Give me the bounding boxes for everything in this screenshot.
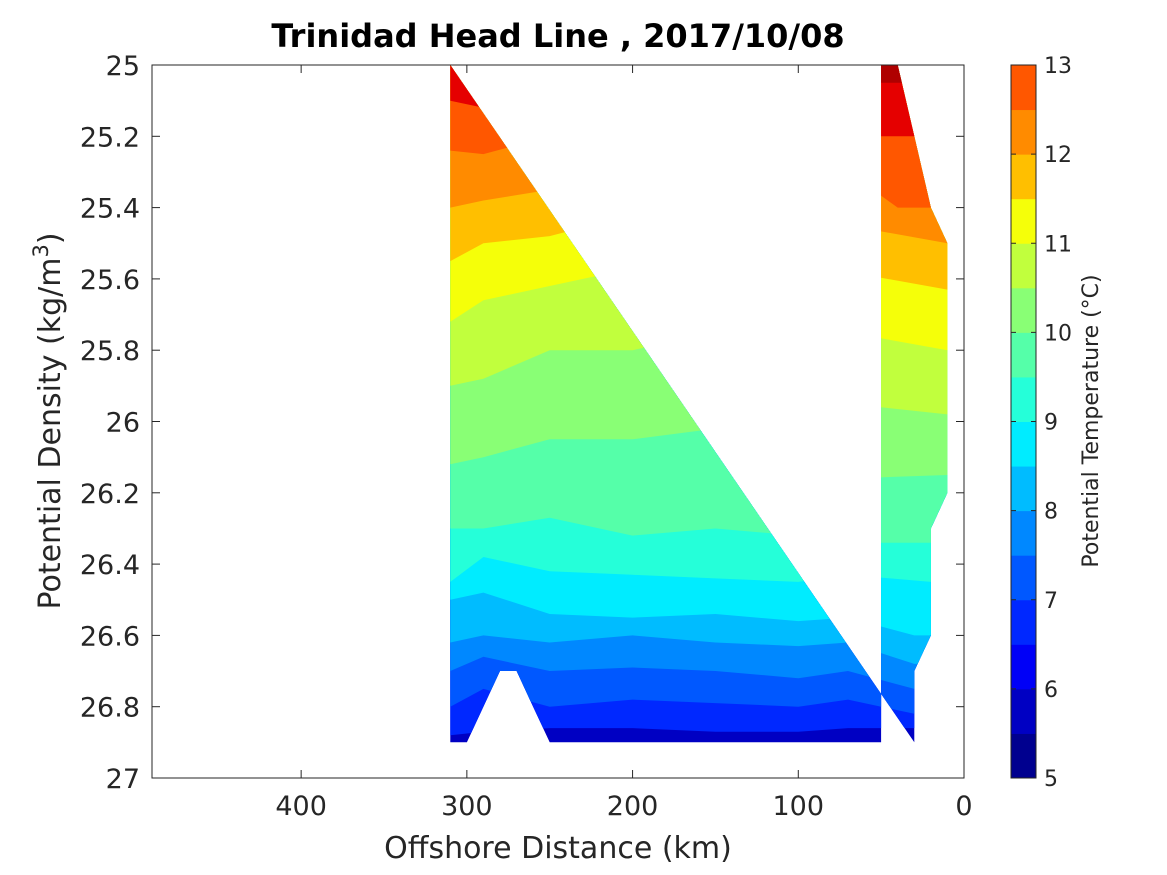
x-axis: 400 300 200 100 0	[275, 65, 973, 822]
y-axis-label-main: Potential Density (kg/m	[33, 258, 68, 610]
y-tick-label: 25.4	[80, 194, 140, 225]
colorbar-tick-label: 5	[1044, 767, 1058, 792]
chart-title: Trinidad Head Line , 2017/10/08	[271, 17, 844, 55]
y-axis-label-superscript: 3	[29, 244, 53, 257]
colorbar-swatch	[1011, 243, 1036, 289]
x-tick-label: 100	[773, 791, 825, 822]
y-tick-label: 25.6	[80, 265, 140, 296]
x-tick-label: 300	[441, 791, 493, 822]
colorbar-swatch	[1011, 287, 1036, 333]
y-tick-label: 26.2	[80, 479, 140, 510]
colorbar-swatch	[1011, 466, 1036, 512]
colorbar-tick-label: 6	[1044, 678, 1058, 703]
colorbar-tick-label: 11	[1044, 232, 1072, 257]
y-tick-label: 26	[106, 408, 140, 439]
colorbar-tick-label: 8	[1044, 500, 1058, 525]
y-tick-label: 26.6	[80, 621, 140, 652]
y-axis-label-close: )	[33, 232, 68, 244]
colorbar-swatch	[1011, 733, 1036, 779]
y-tick-label: 25.2	[80, 122, 140, 153]
colorbar-swatch	[1011, 510, 1036, 556]
colorbar-swatch	[1011, 599, 1036, 645]
colorbar-tick-label: 10	[1044, 321, 1072, 346]
colorbar-swatch	[1011, 109, 1036, 155]
colorbar-swatch	[1011, 332, 1036, 378]
y-tick-label: 26.8	[80, 693, 140, 724]
colorbar-tick-label: 7	[1044, 589, 1058, 614]
y-tick-label: 25	[106, 51, 140, 82]
colorbar-label: Potential Temperature (°C)	[1079, 274, 1104, 567]
x-tick-label: 400	[275, 791, 327, 822]
colorbar-swatch	[1011, 65, 1036, 111]
colorbar-swatch	[1011, 644, 1036, 690]
colorbar-tick-label: 13	[1044, 54, 1072, 79]
y-axis-label: Potential Density (kg/m3)	[29, 232, 68, 609]
colorbar-tick-label: 9	[1044, 411, 1058, 436]
colorbar-swatch	[1011, 555, 1036, 601]
colorbar-swatch	[1011, 154, 1036, 200]
colorbar-swatch	[1011, 198, 1036, 244]
x-tick-label: 0	[955, 791, 972, 822]
colorbar-swatch	[1011, 688, 1036, 734]
colorbar-swatch	[1011, 376, 1036, 422]
y-axis: 25 25.2 25.4 25.6 25.8 26 26.2 26.4 26.6 26.8 27	[80, 51, 964, 795]
y-tick-label: 27	[106, 764, 140, 795]
colorbar-tick-label: 12	[1044, 143, 1072, 168]
y-tick-label: 25.8	[80, 336, 140, 367]
colorbar: 5 6 7 8 9 10 11 12 13	[1010, 54, 1072, 792]
x-axis-label: Offshore Distance (km)	[384, 831, 732, 866]
y-tick-label: 26.4	[80, 550, 140, 581]
x-tick-label: 200	[607, 791, 659, 822]
colorbar-swatch	[1011, 421, 1036, 467]
